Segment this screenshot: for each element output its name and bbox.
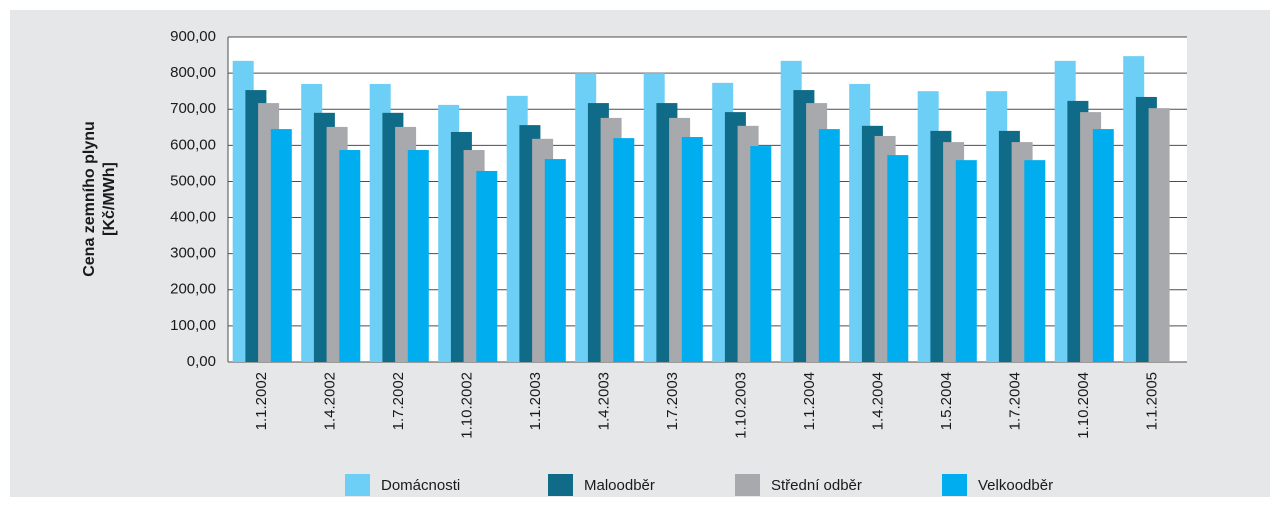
y-tick-label: 600,00 — [170, 136, 216, 153]
bar — [270, 129, 292, 362]
x-tick-label: 1.7.2003 — [664, 372, 681, 430]
x-tick-label: 1.1.2004 — [801, 372, 818, 430]
y-tick-label: 100,00 — [170, 317, 216, 334]
legend-label: Domácnosti — [381, 477, 460, 494]
y-axis-label: Cena zemního plynu — [81, 121, 98, 277]
legend-swatch — [345, 474, 370, 496]
bar — [544, 159, 566, 362]
y-tick-label: 800,00 — [170, 64, 216, 81]
x-tick-label: 1.7.2004 — [1007, 372, 1024, 430]
bar — [1148, 108, 1170, 362]
x-tick-label: 1.7.2002 — [390, 372, 407, 430]
bar — [955, 160, 977, 362]
bar — [1024, 160, 1046, 362]
bar — [887, 155, 909, 362]
x-tick-label: 1.4.2004 — [870, 372, 887, 430]
x-tick-label: 1.4.2002 — [322, 372, 339, 430]
x-tick-label: 1.10.2002 — [459, 372, 476, 439]
y-tick-label: 0,00 — [187, 353, 216, 370]
y-tick-label: 300,00 — [170, 245, 216, 262]
x-tick-label: 1.10.2003 — [733, 372, 750, 439]
y-tick-label: 400,00 — [170, 209, 216, 226]
bar — [681, 137, 703, 362]
x-tick-label: 1.4.2003 — [596, 372, 613, 430]
x-tick-label: 1.1.2002 — [253, 372, 270, 430]
x-tick-label: 1.1.2005 — [1144, 372, 1161, 430]
x-tick-label: 1.10.2004 — [1075, 372, 1092, 439]
legend-label: Velkoodběr — [978, 477, 1053, 494]
bar — [1092, 129, 1114, 362]
legend-swatch — [548, 474, 573, 496]
x-tick-label: 1.5.2004 — [938, 372, 955, 430]
legend-swatch — [735, 474, 760, 496]
bar — [613, 138, 635, 362]
bar — [750, 146, 772, 362]
y-axis-label: [Kč/MWh] — [101, 162, 118, 236]
legend-swatch — [942, 474, 967, 496]
bar — [476, 170, 498, 362]
legend-label: Maloodběr — [584, 477, 655, 494]
x-tick-label: 1.1.2003 — [527, 372, 544, 430]
y-tick-label: 700,00 — [170, 100, 216, 117]
legend-label: Střední odběr — [771, 477, 862, 494]
bar — [339, 150, 361, 362]
y-tick-label: 500,00 — [170, 172, 216, 189]
bar — [818, 129, 840, 362]
y-tick-label: 200,00 — [170, 281, 216, 298]
y-tick-label: 900,00 — [170, 28, 216, 45]
bar — [407, 150, 429, 362]
